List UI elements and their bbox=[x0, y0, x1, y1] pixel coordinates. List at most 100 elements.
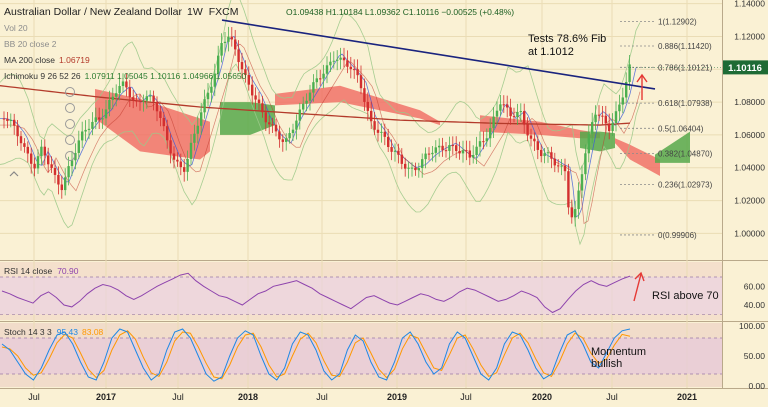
candle-body bbox=[172, 153, 176, 160]
candle-body bbox=[128, 87, 131, 98]
candle-body bbox=[543, 153, 546, 157]
candle-body bbox=[281, 139, 284, 142]
candle-body bbox=[509, 107, 512, 117]
candle-body bbox=[217, 55, 220, 74]
candle-body bbox=[298, 109, 301, 121]
stoch-k-line bbox=[1, 328, 631, 382]
rsi-tick-label: 60.00 bbox=[744, 281, 766, 291]
candle-body bbox=[332, 60, 335, 62]
last-price-value: 1.10116 bbox=[728, 63, 762, 74]
candle-body bbox=[519, 111, 522, 113]
legend-toggle-icons[interactable] bbox=[65, 87, 75, 161]
candle-body bbox=[132, 97, 135, 101]
candle-body bbox=[553, 158, 556, 166]
eye-icon bbox=[65, 87, 75, 97]
candle-body bbox=[342, 57, 346, 61]
candle-body bbox=[322, 73, 325, 79]
grid-lines bbox=[0, 0, 722, 388]
candle-body bbox=[387, 136, 390, 148]
candle-body bbox=[291, 129, 295, 134]
candle-body bbox=[366, 101, 369, 111]
candle-body bbox=[308, 92, 312, 101]
eye-icon bbox=[65, 103, 75, 113]
candle-body bbox=[376, 129, 380, 133]
candle-body bbox=[625, 81, 628, 98]
rsi-label: RSI 14 close 70.90 bbox=[4, 266, 79, 276]
candle-body bbox=[87, 128, 91, 130]
symbol-title: Australian Dollar / New Zealand Dollar bbox=[4, 6, 182, 18]
candle-body bbox=[614, 111, 618, 123]
stoch-d-line bbox=[1, 330, 631, 380]
candle-body bbox=[240, 62, 244, 70]
candle-body bbox=[597, 114, 601, 116]
candle-body bbox=[540, 149, 543, 157]
candle-body bbox=[220, 43, 223, 56]
candle-body bbox=[594, 114, 597, 123]
bb-lower bbox=[0, 63, 641, 246]
candle-body bbox=[495, 110, 499, 117]
eye-icon bbox=[65, 135, 75, 145]
candle-body bbox=[370, 110, 373, 122]
fib-label: 1(1.12902) bbox=[658, 18, 697, 27]
cloud-segment bbox=[95, 88, 210, 160]
candle-body bbox=[254, 95, 257, 100]
candle-body bbox=[465, 150, 468, 152]
collapse-legend-icon[interactable] bbox=[9, 171, 19, 177]
candle-body bbox=[628, 64, 631, 82]
candle-body bbox=[478, 141, 482, 147]
candle-body bbox=[26, 146, 29, 154]
candle-body bbox=[47, 155, 50, 165]
stoch-tick-label: 0.00 bbox=[748, 381, 765, 391]
candle-body bbox=[455, 145, 458, 151]
candle-body bbox=[159, 111, 162, 118]
candle-body bbox=[604, 115, 607, 124]
candle-body bbox=[380, 131, 383, 133]
candle-body bbox=[19, 136, 23, 144]
cloud-segment bbox=[615, 138, 660, 176]
chart-header: Australian Dollar / New Zealand Dollar 1W… bbox=[4, 6, 239, 18]
time-tick-label: 2019 bbox=[387, 392, 407, 402]
annotation-fib: Tests 78.6% Fib at 1.1012 bbox=[528, 33, 606, 58]
candle-body bbox=[591, 122, 594, 134]
candle-body bbox=[234, 39, 237, 50]
candle-body bbox=[319, 78, 322, 80]
candle-body bbox=[373, 121, 376, 130]
candle-body bbox=[118, 86, 121, 94]
price-tick-label: 1.00000 bbox=[734, 228, 765, 238]
candle-body bbox=[274, 124, 278, 132]
price-tick-label: 1.06000 bbox=[734, 130, 765, 140]
candle-body bbox=[346, 60, 349, 67]
fib-label: 0.786(1.10121) bbox=[658, 63, 713, 72]
candle-body bbox=[472, 155, 475, 158]
candle-body bbox=[247, 75, 250, 85]
candle-body bbox=[237, 49, 240, 63]
ichimoku-conversion-line bbox=[0, 43, 641, 225]
candle-body bbox=[264, 112, 267, 123]
candle-body bbox=[580, 174, 584, 191]
candle-body bbox=[557, 165, 560, 167]
bb-upper bbox=[0, 0, 641, 171]
legend-ichimoku: Ichimoku 9 26 52 26 1.07911 1.05045 1.101… bbox=[4, 71, 247, 81]
time-tick-label: 2018 bbox=[238, 392, 258, 402]
candle-body bbox=[77, 140, 80, 153]
candle-body bbox=[353, 69, 356, 71]
candle-body bbox=[193, 133, 196, 143]
candle-body bbox=[121, 81, 125, 87]
candle-body bbox=[461, 150, 465, 154]
candle-body bbox=[424, 153, 427, 160]
price-tick-label: 1.12000 bbox=[734, 31, 765, 41]
candle-body bbox=[407, 167, 410, 169]
candle-body bbox=[587, 133, 590, 154]
candle-body bbox=[111, 96, 114, 101]
candle-body bbox=[101, 118, 104, 120]
candle-body bbox=[546, 152, 550, 154]
candle-body bbox=[189, 142, 193, 159]
fib-label: 0.618(1.07938) bbox=[658, 99, 713, 108]
ichimoku-cloud bbox=[95, 85, 690, 176]
candle-body bbox=[108, 100, 111, 110]
candle-body bbox=[482, 141, 485, 143]
candle-body bbox=[451, 145, 454, 147]
candle-body bbox=[16, 125, 19, 137]
candle-body bbox=[74, 152, 77, 161]
candle-body bbox=[618, 104, 621, 112]
